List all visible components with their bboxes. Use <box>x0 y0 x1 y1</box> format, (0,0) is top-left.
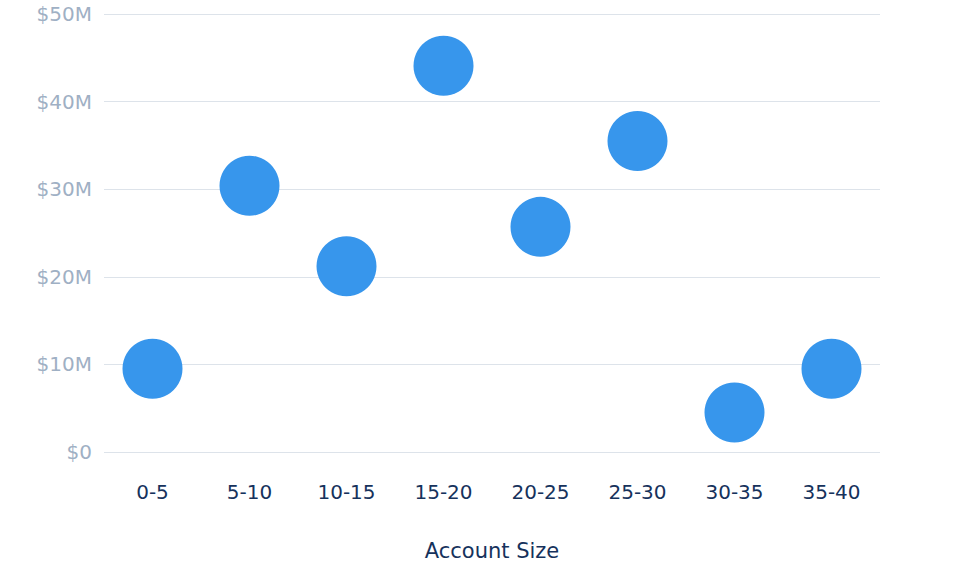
svg-text:5-10: 5-10 <box>227 480 272 504</box>
svg-text:35-40: 35-40 <box>802 480 860 504</box>
svg-text:$40M: $40M <box>37 90 92 114</box>
svg-text:15-20: 15-20 <box>414 480 472 504</box>
svg-text:$0: $0 <box>67 440 92 464</box>
svg-text:Account Size: Account Size <box>425 539 560 563</box>
svg-text:0-5: 0-5 <box>136 480 169 504</box>
svg-text:30-35: 30-35 <box>705 480 763 504</box>
svg-text:10-15: 10-15 <box>317 480 375 504</box>
svg-text:$10M: $10M <box>37 352 92 376</box>
svg-text:20-25: 20-25 <box>511 480 569 504</box>
svg-text:$20M: $20M <box>37 265 92 289</box>
svg-text:25-30: 25-30 <box>608 480 666 504</box>
svg-text:$30M: $30M <box>37 177 92 201</box>
svg-text:$50M: $50M <box>37 2 92 26</box>
